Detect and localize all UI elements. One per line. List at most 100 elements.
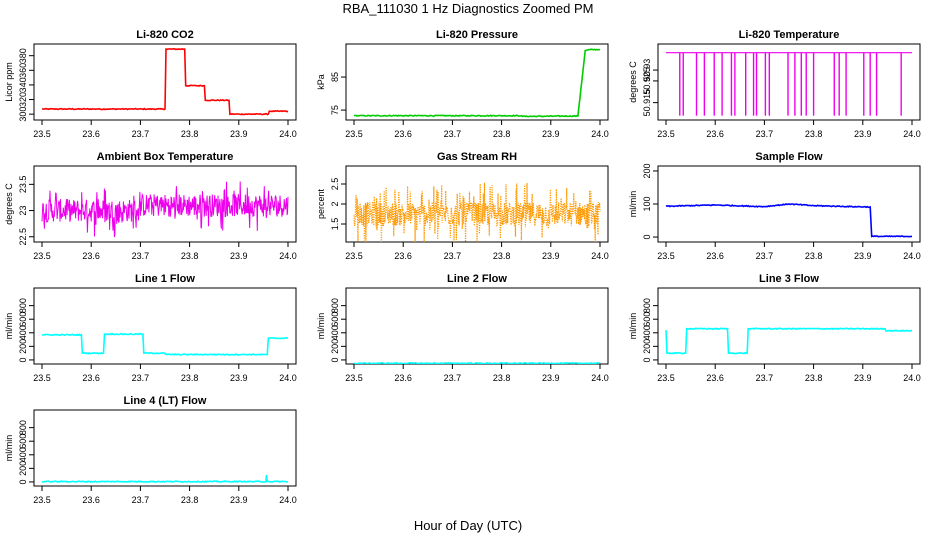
y-tick-label: 50.93 bbox=[642, 59, 652, 82]
x-tick-label: 24.0 bbox=[279, 373, 297, 383]
y-tick-label: 200 bbox=[18, 339, 28, 354]
x-tick-label: 23.8 bbox=[805, 373, 823, 383]
y-tick-label: 50.915 bbox=[642, 89, 652, 117]
x-tick-label: 23.5 bbox=[657, 373, 675, 383]
x-tick-label: 23.6 bbox=[706, 251, 724, 261]
x-tick-label: 23.8 bbox=[181, 129, 199, 139]
x-tick-label: 23.9 bbox=[854, 373, 872, 383]
x-tick-label: 23.7 bbox=[132, 129, 150, 139]
y-tick-label: 0 bbox=[18, 357, 28, 362]
y-tick-label: 400 bbox=[330, 325, 340, 340]
x-tick-label: 23.5 bbox=[33, 251, 51, 261]
y-tick-label: 400 bbox=[642, 325, 652, 340]
y-tick-label: 50.925 bbox=[642, 67, 652, 95]
x-tick-label: 23.7 bbox=[132, 251, 150, 261]
y-axis-label: ml/min bbox=[628, 313, 638, 340]
x-tick-label: 24.0 bbox=[279, 495, 297, 505]
data-layer bbox=[353, 182, 601, 242]
x-tick-label: 24.0 bbox=[903, 251, 921, 261]
series-line bbox=[665, 202, 912, 238]
x-tick-label: 23.8 bbox=[493, 129, 511, 139]
panel-title: Line 2 Flow bbox=[447, 273, 507, 285]
x-tick-label: 23.7 bbox=[132, 373, 150, 383]
y-tick-label: 400 bbox=[18, 325, 28, 340]
x-tick-label: 23.6 bbox=[394, 129, 412, 139]
data-layer bbox=[41, 181, 289, 238]
x-tick-label: 23.6 bbox=[82, 495, 100, 505]
x-tick-label: 23.8 bbox=[805, 129, 823, 139]
y-tick-label: 200 bbox=[642, 339, 652, 354]
x-tick-label: 23.9 bbox=[854, 129, 872, 139]
y-tick-label: 0 bbox=[18, 479, 28, 484]
y-axis-label: percent bbox=[316, 188, 326, 219]
data-layer bbox=[41, 332, 289, 356]
x-tick-label: 23.6 bbox=[706, 373, 724, 383]
y-tick-label: 200 bbox=[18, 461, 28, 476]
x-tick-label: 23.9 bbox=[230, 495, 248, 505]
x-tick-label: 23.5 bbox=[33, 129, 51, 139]
plot-frame bbox=[33, 409, 297, 487]
y-tick-label: 600 bbox=[18, 434, 28, 449]
panel-title: Li-820 Pressure bbox=[436, 29, 518, 41]
x-tick-label: 24.0 bbox=[591, 251, 609, 261]
x-tick-label: 23.7 bbox=[444, 373, 462, 383]
y-tick-label: 23 bbox=[18, 206, 28, 216]
plot-frame bbox=[657, 43, 921, 121]
series-line bbox=[665, 327, 913, 355]
y-tick-label: 1.5 bbox=[330, 218, 340, 231]
panel-2: Li-820 Pressure 23.5 23.6 23.7 23.8 23.9 24.0 7… bbox=[316, 29, 609, 139]
series-line bbox=[41, 474, 289, 483]
x-tick-label: 23.9 bbox=[854, 251, 872, 261]
panel-title: Gas Stream RH bbox=[437, 151, 517, 163]
y-tick-label: 2 bbox=[330, 201, 340, 206]
y-axis-label: kPa bbox=[316, 74, 326, 90]
panel-title: Line 3 Flow bbox=[759, 273, 819, 285]
x-tick-label: 23.9 bbox=[542, 373, 560, 383]
plot-frame bbox=[345, 43, 609, 121]
x-tick-label: 23.5 bbox=[345, 129, 363, 139]
x-tick-label: 24.0 bbox=[279, 251, 297, 261]
plot-frame bbox=[345, 165, 609, 243]
panel-title: Line 4 (LT) Flow bbox=[124, 395, 207, 407]
y-axis-label: ml/min bbox=[4, 435, 14, 462]
x-tick-label: 23.5 bbox=[657, 129, 675, 139]
panel-title: Line 1 Flow bbox=[135, 273, 195, 285]
x-tick-label: 23.7 bbox=[444, 251, 462, 261]
y-tick-label: 400 bbox=[18, 447, 28, 462]
y-tick-label: 600 bbox=[642, 312, 652, 327]
x-tick-label: 23.8 bbox=[493, 373, 511, 383]
y-tick-label: 800 bbox=[330, 298, 340, 313]
x-tick-label: 23.6 bbox=[82, 373, 100, 383]
x-tick-label: 24.0 bbox=[591, 129, 609, 139]
y-tick-label: 75 bbox=[330, 105, 340, 115]
x-tick-label: 24.0 bbox=[903, 129, 921, 139]
y-tick-label: 800 bbox=[642, 298, 652, 313]
x-tick-label: 23.6 bbox=[82, 129, 100, 139]
data-layer bbox=[41, 47, 289, 116]
panel-4: Ambient Box Temperature 23.5 23.6 23.7 23.8 2… bbox=[4, 151, 297, 261]
x-tick-label: 23.7 bbox=[444, 129, 462, 139]
data-layer bbox=[666, 52, 912, 116]
x-tick-label: 23.6 bbox=[706, 129, 724, 139]
plot-frame bbox=[33, 43, 297, 121]
x-tick-label: 23.9 bbox=[230, 373, 248, 383]
x-tick-label: 23.8 bbox=[181, 373, 199, 383]
y-tick-label: 800 bbox=[18, 420, 28, 435]
y-tick-label: 2.5 bbox=[330, 178, 340, 191]
x-tick-label: 23.5 bbox=[657, 251, 675, 261]
x-tick-label: 23.9 bbox=[542, 129, 560, 139]
y-tick-label: 100 bbox=[642, 196, 652, 211]
x-tick-label: 23.5 bbox=[345, 373, 363, 383]
panel-title: Ambient Box Temperature bbox=[97, 151, 234, 163]
x-tick-label: 23.5 bbox=[33, 373, 51, 383]
y-tick-label: 200 bbox=[330, 339, 340, 354]
y-axis-label: ml/min bbox=[4, 313, 14, 340]
data-layer bbox=[41, 474, 289, 483]
data-layer bbox=[353, 361, 601, 364]
plot-frame bbox=[33, 165, 297, 243]
y-tick-label: 600 bbox=[330, 312, 340, 327]
panel-1: Li-820 CO2 23.5 23.6 23.7 23.8 23.9 24.0 300320… bbox=[4, 29, 297, 139]
x-tick-label: 23.5 bbox=[345, 251, 363, 261]
x-tick-label: 23.8 bbox=[181, 495, 199, 505]
